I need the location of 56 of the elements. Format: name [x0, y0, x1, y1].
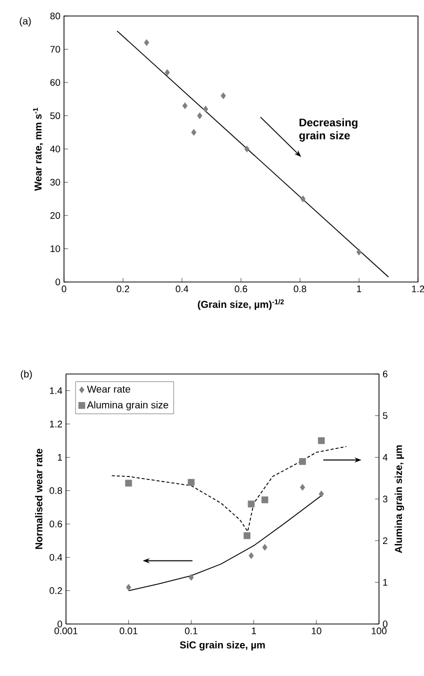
point — [144, 39, 150, 46]
point — [164, 69, 170, 76]
y2-tick-label: 0 — [382, 620, 388, 628]
point — [356, 248, 362, 256]
y-tick-label: 0.6 — [50, 520, 62, 528]
y2-tick-label: 2 — [383, 537, 388, 544]
point — [197, 112, 202, 120]
point — [191, 128, 196, 136]
x-tick-label: 0.1 — [184, 628, 198, 634]
y2-tick-label: 3 — [382, 496, 388, 502]
x-tick-label: 0.01 — [120, 628, 138, 634]
text: (a) — [20, 17, 31, 27]
y2-tick-label: 4 — [382, 454, 388, 461]
x-tick-label: 1 — [252, 628, 256, 634]
x-tick-label: 1 — [357, 286, 362, 292]
y2-tick-label: 6 — [383, 370, 388, 378]
y-tick-label: 0 — [58, 620, 62, 628]
point — [182, 102, 188, 110]
point — [203, 106, 208, 112]
point — [300, 195, 306, 202]
x-tick-label: 0.8 — [294, 286, 306, 292]
y-tick-label: 20 — [50, 212, 60, 219]
y2-tick-label: 1 — [383, 579, 388, 586]
y2-tick-label: 5 — [382, 412, 388, 419]
y-tick-label: 50 — [50, 112, 60, 120]
x-tick-label: 1.2 — [412, 286, 424, 292]
y-tick-label: 70 — [50, 46, 60, 53]
x-tick-label: 0.001 — [54, 628, 78, 634]
y-axis-title: Wear rate, mm s$^{-1}$ — [33, 108, 44, 191]
x-tick-label: 0.4 — [176, 286, 188, 292]
y-tick-label: 1.4 — [50, 387, 62, 394]
x-axis-title: SiC grain size, µm — [180, 641, 265, 650]
y2-axis-title: Alumina grain size, µm — [394, 445, 404, 554]
y-tick-label: 1 — [58, 454, 62, 461]
x-axis-title: (Grain size, µm)$^{-1/2}$ — [198, 299, 284, 310]
y-tick-label: 0.2 — [50, 587, 62, 594]
y-tick-label: 10 — [50, 245, 60, 252]
y-tick-label: 40 — [50, 146, 60, 152]
x-tick-label: 0.2 — [116, 286, 130, 292]
y-tick-label: 0.8 — [50, 487, 62, 494]
y-tick-label: 1.2 — [50, 420, 62, 428]
y-tick-label: 0.4 — [50, 554, 62, 561]
text: (b) — [20, 370, 32, 380]
y-tick-label: 30 — [50, 178, 60, 186]
legend-label: Wear rate — [87, 386, 130, 393]
y-tick-label: 80 — [50, 12, 60, 20]
x-tick-label: 10 — [312, 628, 322, 634]
point — [220, 92, 226, 100]
x-tick-label: 100 — [372, 628, 387, 634]
y-axis-title: Normalised wear rate — [35, 448, 42, 549]
annotation: Decreasing grain size — [299, 118, 358, 142]
x-tick-label: 0.6 — [234, 286, 248, 292]
y-tick-label: 60 — [50, 79, 60, 86]
y-tick-label: 0 — [56, 278, 60, 286]
legend-label: Alumina grain size — [87, 401, 168, 410]
point — [244, 146, 250, 152]
